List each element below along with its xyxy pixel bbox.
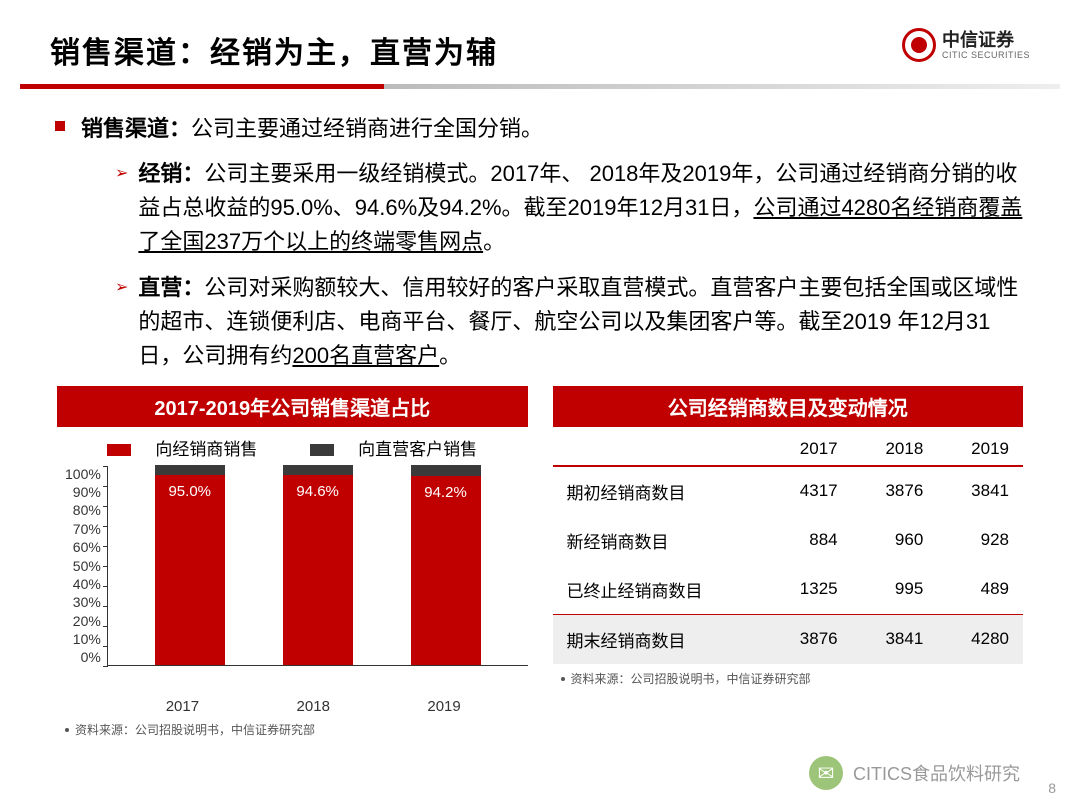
legend-item-direct: 向直营客户销售 — [298, 440, 489, 459]
wechat-icon: ✉ — [809, 756, 843, 790]
slide-header: 销售渠道：经销为主，直营为辅 中信证券 CITIC SECURITIES — [0, 0, 1080, 84]
chart-source: 资料来源：公司招股说明书，中信证券研究部 — [57, 721, 528, 738]
chart-area: 100%90%80%70%60%50%40%30%20%10%0% 95.0%9… — [57, 466, 528, 694]
sub1-label: 直营： — [138, 275, 204, 300]
sub1-text-b: 。 — [439, 343, 461, 368]
brand-logo: 中信证券 CITIC SECURITIES — [902, 28, 1030, 62]
table-source: 资料来源：公司招股说明书，中信证券研究部 — [553, 670, 1024, 687]
bullet-level2: ➢ 直营：公司对采购额较大、信用较好的客户采取直营模式。直营客户主要包括全国或区… — [115, 271, 1025, 373]
table-title: 公司经销商数目及变动情况 — [553, 386, 1024, 427]
page-number: 8 — [1048, 780, 1056, 796]
legend-swatch-icon — [107, 444, 131, 456]
slide-title: 销售渠道：经销为主，直营为辅 — [50, 28, 498, 72]
sub1-text-underline: 200名直营客户 — [292, 343, 439, 368]
panels-row: 2017-2019年公司销售渠道占比 向经销商销售 向直营客户销售 100%90… — [55, 386, 1025, 738]
logo-text-cn: 中信证券 — [942, 31, 1030, 49]
sub0-text-b: 。 — [483, 229, 505, 254]
chart-plot: 95.0%94.6%94.2% — [107, 466, 528, 666]
bullet-level1: 销售渠道：公司主要通过经销商进行全国分销。 — [55, 111, 1025, 143]
watermark: ✉ CITICS食品饮料研究 — [809, 756, 1020, 790]
lead-label: 销售渠道： — [81, 116, 191, 141]
triangle-bullet-icon: ➢ — [115, 162, 128, 259]
content-area: 销售渠道：公司主要通过经销商进行全国分销。 ➢ 经销：公司主要采用一级经销模式。… — [0, 89, 1080, 738]
chart-panel: 2017-2019年公司销售渠道占比 向经销商销售 向直营客户销售 100%90… — [57, 386, 528, 738]
dealer-table: 201720182019期初经销商数目431738763841新经销商数目884… — [553, 431, 1024, 664]
square-bullet-icon — [55, 121, 65, 131]
legend-item-dealer: 向经销商销售 — [95, 440, 269, 459]
table-panel: 公司经销商数目及变动情况 201720182019期初经销商数目43173876… — [553, 386, 1024, 738]
watermark-text: CITICS食品饮料研究 — [853, 760, 1020, 786]
chart-yaxis: 100%90%80%70%60%50%40%30%20%10%0% — [65, 466, 107, 666]
sub0-label: 经销： — [138, 161, 204, 186]
bullet-level2: ➢ 经销：公司主要采用一级经销模式。2017年、 2018年及2019年，公司通… — [115, 157, 1025, 259]
logo-icon — [902, 28, 936, 62]
legend-swatch-icon — [310, 444, 334, 456]
sub1-text-a: 公司对采购额较大、信用较好的客户采取直营模式。直营客户主要包括全国或区域性的超市… — [138, 275, 1018, 368]
triangle-bullet-icon: ➢ — [115, 276, 128, 373]
chart-xaxis: 201720182019 — [57, 694, 528, 715]
chart-legend: 向经销商销售 向直营客户销售 — [57, 427, 528, 466]
logo-text-en: CITIC SECURITIES — [942, 51, 1030, 60]
chart-title: 2017-2019年公司销售渠道占比 — [57, 386, 528, 427]
lead-text: 公司主要通过经销商进行全国分销。 — [191, 116, 543, 141]
